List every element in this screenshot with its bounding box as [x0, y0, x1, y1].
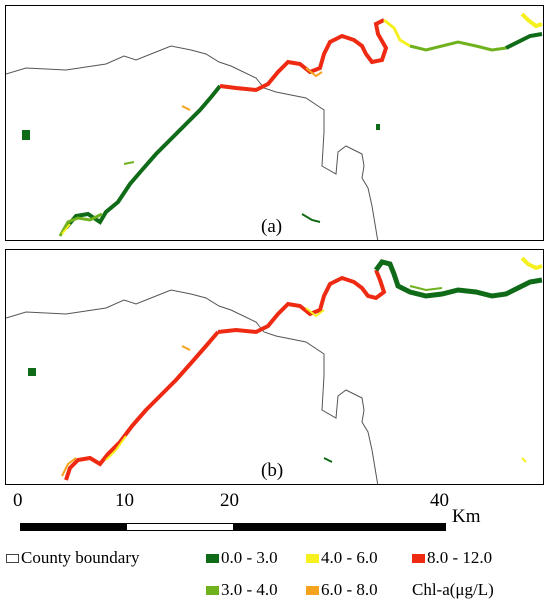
pond: [22, 130, 30, 140]
river-segment: [409, 285, 443, 292]
river-segment: [409, 40, 507, 52]
scale-unit-label: Km: [452, 506, 481, 527]
legend: County boundary 0.0 - 3.0 4.0 - 6.0 8.0 …: [0, 542, 550, 606]
county-boundary-line: [6, 289, 379, 484]
river-segment: [105, 435, 127, 461]
legend-swatch: [306, 553, 319, 563]
scale-tick-label: 20: [220, 490, 239, 511]
legend-item: 4.0 - 6.0: [306, 548, 378, 568]
map-b-graphic: [6, 256, 543, 484]
scale-tick-label: 40: [430, 490, 449, 511]
legend-label: County boundary: [21, 548, 140, 567]
legend-label: 6.0 - 8.0: [321, 580, 378, 599]
pond: [181, 345, 191, 351]
river-segment: [520, 256, 543, 271]
legend-swatch: [206, 553, 219, 563]
legend-label: 8.0 - 12.0: [427, 548, 493, 567]
river-segment: [305, 67, 323, 78]
river-segment: [383, 18, 411, 48]
legend-units: Chl-a(μg/L): [412, 580, 494, 600]
legend-label: 0.0 - 3.0: [221, 548, 278, 567]
river-segment: [305, 307, 325, 318]
pond: [521, 457, 527, 463]
river-segment: [61, 457, 77, 477]
river-segment: [219, 18, 389, 93]
river-segment: [217, 269, 387, 335]
map-panel-b: (b): [5, 249, 544, 485]
legend-item: 0.0 - 3.0: [206, 548, 278, 568]
scale-bar-labels: 0 10 20 40 Km: [0, 490, 550, 540]
river-segment: [61, 223, 71, 235]
panel-label: (b): [261, 460, 284, 481]
river-segment: [64, 84, 222, 230]
scale-bar: [20, 523, 446, 531]
map-panel-a: (a): [5, 5, 544, 241]
river-segment: [505, 32, 543, 50]
river-segment: [58, 212, 103, 237]
boundary-swatch: [6, 553, 19, 563]
legend-item-boundary: County boundary: [6, 548, 140, 568]
pond: [123, 161, 135, 165]
pond: [181, 105, 191, 111]
legend-label: 4.0 - 6.0: [321, 548, 378, 567]
legend-item: 8.0 - 12.0: [412, 548, 492, 568]
river-segment: [374, 259, 543, 299]
legend-units-label: Chl-a(μg/L): [412, 580, 494, 599]
legend-label: 3.0 - 4.0: [221, 580, 278, 599]
legend-swatch: [206, 585, 219, 595]
legend-swatch: [306, 585, 319, 595]
map-a-graphic: [6, 12, 543, 240]
scale-bar-segment: [127, 524, 233, 530]
pond: [376, 124, 380, 130]
scale-tick-label: 0: [13, 490, 23, 511]
river-segment: [64, 330, 220, 481]
panel-label: (a): [261, 216, 283, 237]
legend-item: 6.0 - 8.0: [306, 580, 378, 600]
pond: [323, 457, 333, 463]
pond: [28, 368, 36, 376]
pond: [301, 213, 321, 223]
county-boundary-line: [6, 45, 379, 240]
legend-item: 3.0 - 4.0: [206, 580, 278, 600]
river-segment: [520, 12, 543, 29]
legend-swatch: [412, 553, 425, 563]
scale-tick-label: 10: [115, 490, 134, 511]
